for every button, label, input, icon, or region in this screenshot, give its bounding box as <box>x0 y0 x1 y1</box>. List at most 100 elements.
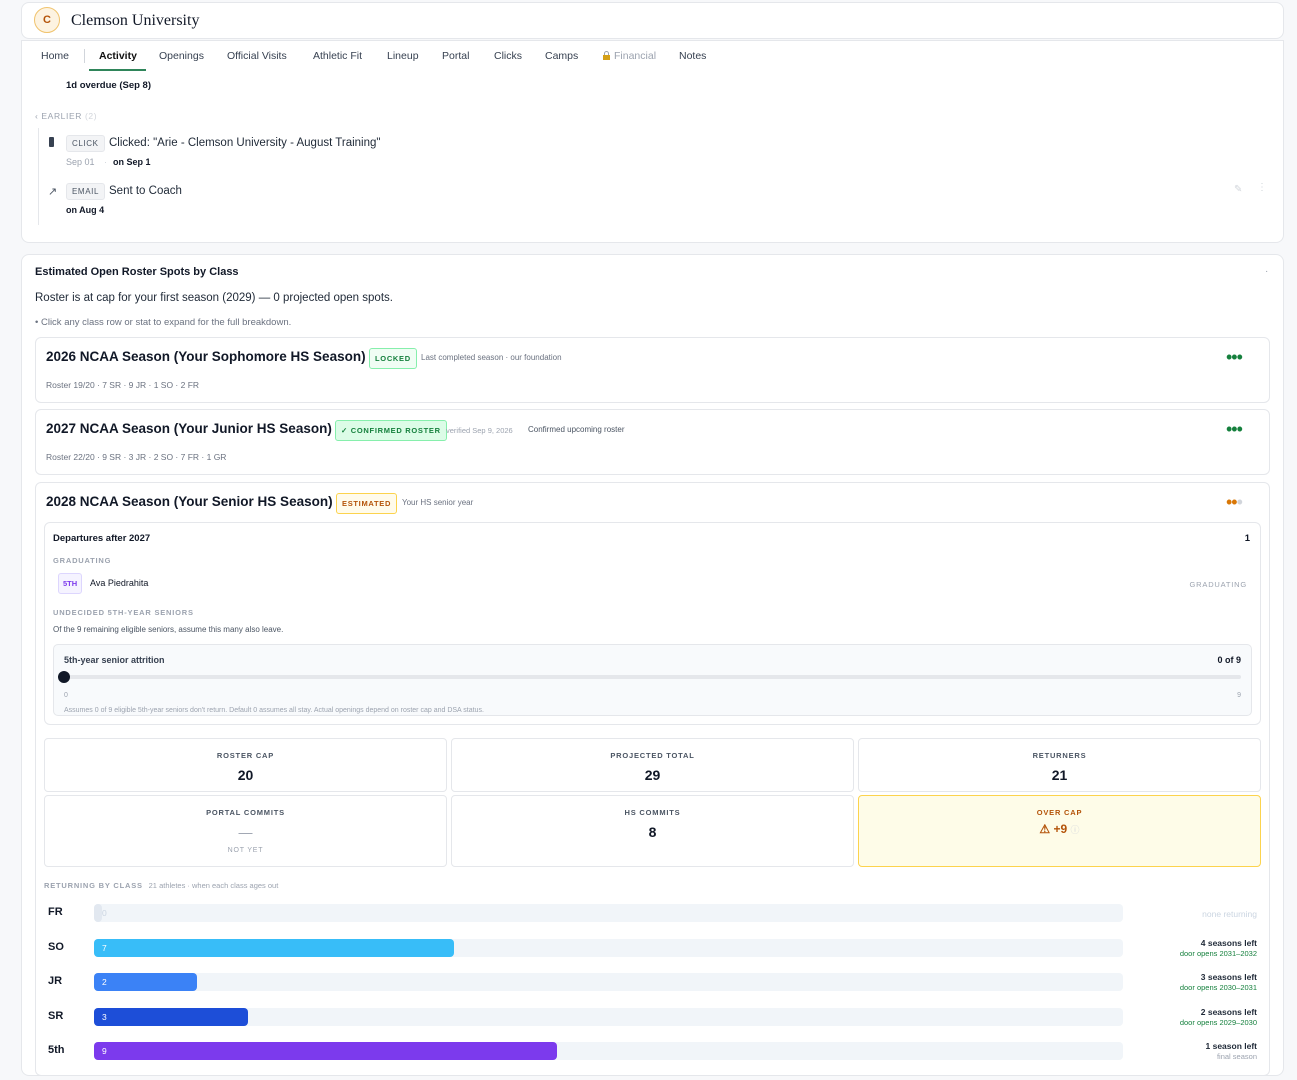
returning-chart: FR 0 none returning SO 7 4 seasons left door o… <box>36 483 1269 1075</box>
slider-note: Assumes 0 of 9 eligible 5th-year seniors… <box>64 707 484 714</box>
bar-stub <box>94 904 102 922</box>
seasons-left: 1 season left <box>1205 1041 1258 1052</box>
bar-track <box>94 904 1123 922</box>
edit-icon[interactable]: ✎ <box>1234 184 1243 195</box>
bar-count: 9 <box>102 1046 107 1057</box>
activity-when: on Sep 1 <box>113 157 151 167</box>
stat-card[interactable]: OVER CAP ⚠ +9 ⓘ <box>858 795 1261 867</box>
tab[interactable]: Openings <box>159 50 204 62</box>
season-title: 2027 NCAA Season (Your Junior HS Season) <box>46 421 332 436</box>
season-badge: ✓ CONFIRMED ROSTER <box>335 420 447 441</box>
roster-title: Estimated Open Roster Spots by Class <box>35 266 239 278</box>
season-note: Confirmed upcoming roster <box>528 425 625 434</box>
season-title: 2026 NCAA Season (Your Sophomore HS Seas… <box>46 349 366 364</box>
season-row[interactable]: 2026 NCAA Season (Your Sophomore HS Seas… <box>35 337 1270 403</box>
stat-value: — <box>238 824 253 840</box>
departures-box: Departures after 2027 1 GRADUATING 5TH A… <box>44 522 1261 725</box>
tab[interactable]: Official Visits <box>227 50 287 62</box>
more-icon[interactable]: ⋮ <box>1257 182 1267 193</box>
returning-header: RETURNING BY CLASS 21 athletes · when ea… <box>44 881 278 890</box>
bar-count: 0 <box>102 908 107 918</box>
slider-thumb <box>58 671 70 683</box>
door-opens: door opens 2030–2031 <box>1179 983 1257 993</box>
bar-count: 2 <box>102 977 107 988</box>
tabs-bar <box>21 40 1284 73</box>
graduating-label: GRADUATING <box>53 556 112 565</box>
stat-value: 8 <box>648 824 657 840</box>
bar-track <box>94 1007 1123 1026</box>
stat-value: +9 <box>1053 822 1068 836</box>
class-label: FR <box>48 906 63 918</box>
athlete-status: GRADUATING <box>1189 580 1247 589</box>
stat-value: 20 <box>237 767 254 783</box>
activity-date: Sep 01 <box>66 157 95 167</box>
season-row[interactable]: 2027 NCAA Season (Your Junior HS Season)… <box>35 409 1270 475</box>
activity-text: Clicked: "Arie - Clemson University - Au… <box>109 137 381 149</box>
seasons-left: 4 seasons left <box>1200 937 1257 948</box>
earlier-count: (2) <box>84 111 98 121</box>
stat-card[interactable]: PORTAL COMMITS — NOT YET <box>44 795 447 867</box>
overdue: 1d overdue (Sep 8) <box>66 80 151 91</box>
activity-tag: CLICK <box>66 135 105 152</box>
stat-value: 21 <box>1051 767 1068 783</box>
stat-card[interactable]: HS COMMITS 8 <box>451 795 854 867</box>
stat-card[interactable]: PROJECTED TOTAL 29 <box>451 738 854 792</box>
bar <box>94 1007 249 1026</box>
door-opens: final season <box>1216 1052 1257 1062</box>
bar <box>94 1042 558 1061</box>
bar-track <box>94 973 1123 992</box>
season-note: Your HS senior year <box>402 498 474 507</box>
tab[interactable]: Financial <box>614 50 657 62</box>
stat-label: OVER CAP <box>1036 808 1083 817</box>
departures-title: Departures after 2027 <box>53 533 151 544</box>
school-title: Clemson University <box>71 12 200 29</box>
season-badge: LOCKED <box>369 348 417 369</box>
seasons-left: none returning <box>1202 909 1257 919</box>
logo: C <box>34 7 60 33</box>
door-opens: door opens 2029–2030 <box>1179 1017 1257 1027</box>
class-label: SO <box>48 940 64 953</box>
class-label: SR <box>48 1009 64 1022</box>
tab-underline <box>89 69 146 71</box>
season-note: Last completed season · our foundation <box>421 353 562 362</box>
roster-hint: • Click any class row or stat to expand … <box>35 317 292 328</box>
tab[interactable]: Home <box>41 50 70 62</box>
tab-separator <box>84 49 85 63</box>
tab[interactable]: Clicks <box>494 50 522 62</box>
info-icon[interactable]: ⓘ <box>1070 825 1080 835</box>
season-detail: Roster 22/20 · 9 SR · 3 JR · 2 SO · 7 FR… <box>46 452 227 462</box>
earlier-header: ‹ EARLIER (2) <box>35 111 98 121</box>
bar <box>94 938 455 957</box>
season-row-expanded: 2028 NCAA Season (Your Senior HS Season)… <box>35 482 1270 1076</box>
returning-label: RETURNING BY CLASS <box>44 881 143 890</box>
earlier-label: EARLIER <box>41 111 82 121</box>
arrow-icon: ↗ <box>48 186 58 198</box>
slider-label: 5th-year senior attrition <box>64 655 165 665</box>
hint-text: Click any class row or stat to expand fo… <box>40 317 292 328</box>
tab[interactable]: Lineup <box>387 50 419 62</box>
slider-max: 9 <box>1237 692 1241 699</box>
lock-icon <box>603 51 610 60</box>
tab[interactable]: Camps <box>545 50 579 62</box>
collapse-icon[interactable]: · <box>1265 266 1269 277</box>
status-dots: ••• <box>1226 419 1243 439</box>
seasons-left: 3 seasons left <box>1200 972 1257 983</box>
returning-note: 21 athletes · when each class ages out <box>148 881 279 890</box>
roster-card: Estimated Open Roster Spots by Class · R… <box>21 254 1284 1076</box>
stat-card[interactable]: RETURNERS 21 <box>858 738 1261 792</box>
stat-card[interactable]: ROSTER CAP 20 <box>44 738 447 792</box>
bar <box>94 973 197 992</box>
tab[interactable]: Notes <box>679 50 707 62</box>
bar-count: 7 <box>102 942 107 953</box>
class-label: 5th <box>48 1044 65 1057</box>
stat-label: PROJECTED TOTAL <box>610 751 695 760</box>
tab[interactable]: Athletic Fit <box>313 50 363 62</box>
door-opens: door opens 2031–2032 <box>1179 948 1257 958</box>
tab[interactable]: Portal <box>442 50 470 62</box>
stat-label: HS COMMITS <box>624 808 681 817</box>
stat-label: RETURNERS <box>1032 751 1087 760</box>
season-badge: ESTIMATED <box>336 493 398 514</box>
tab-active[interactable]: Activity <box>99 50 137 62</box>
